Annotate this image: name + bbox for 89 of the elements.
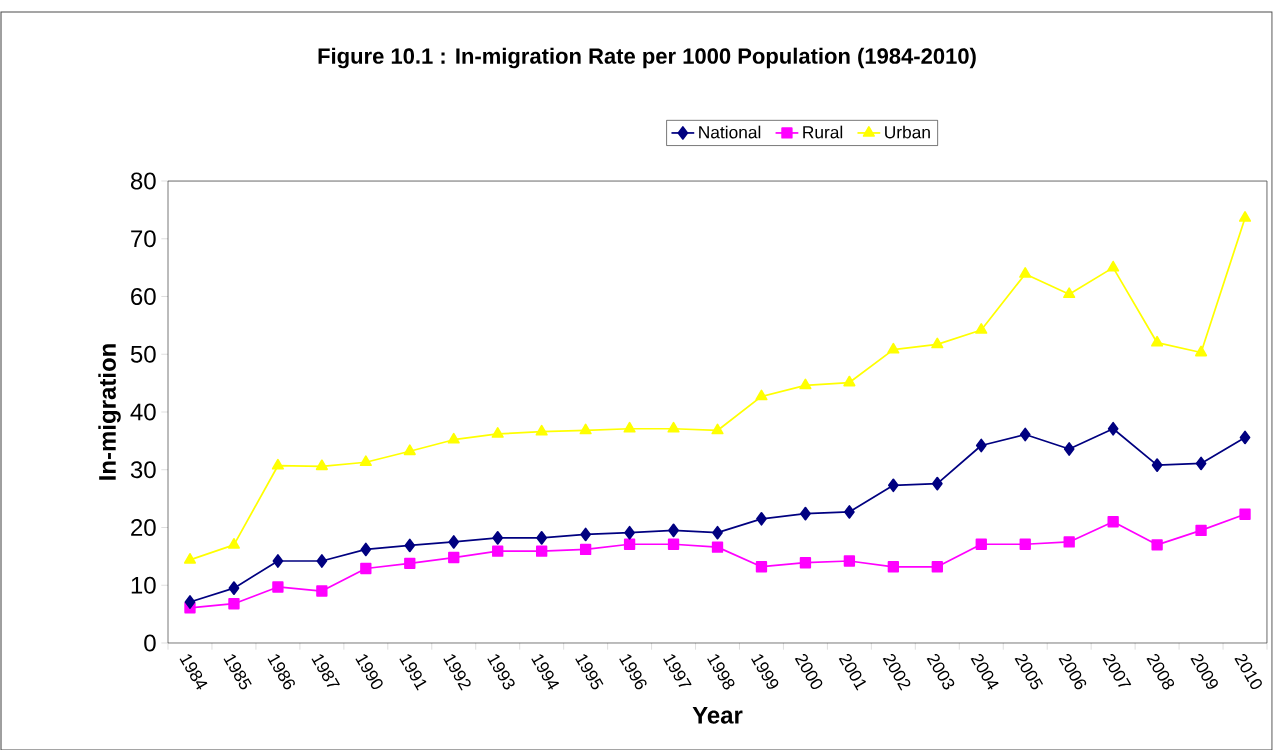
point [1107,516,1119,528]
legend-label: National [699,125,761,139]
point [448,551,460,564]
point [799,378,812,390]
point [447,432,460,444]
point [931,337,944,349]
y-tick-label: 20 [131,518,156,536]
point [623,421,636,433]
y-tick-label: 50 [130,345,156,363]
point [931,561,943,573]
point [1195,456,1207,471]
point [712,525,723,540]
point [1151,539,1163,551]
point [316,585,328,597]
point [711,423,724,435]
point [843,555,856,567]
point [975,438,987,453]
y-tick-label: 30 [130,461,156,479]
point [1019,538,1031,550]
point [315,459,328,471]
y-tick-label: 60 [131,287,156,305]
point [800,506,811,521]
point [228,598,240,610]
point [1195,524,1207,537]
point [184,595,196,609]
point [1063,442,1075,456]
point [755,561,768,573]
point [272,581,284,593]
point [975,538,987,550]
legend-label: Rural [803,125,843,139]
point [624,525,635,540]
point [711,541,724,553]
point [1063,287,1076,299]
point [887,478,899,493]
point [536,545,548,557]
point [492,545,504,557]
x-axis-title: Year [692,706,743,724]
point [667,538,680,550]
point [360,562,372,575]
point [272,554,284,568]
y-tick-label: 80 [130,172,156,190]
point [1195,345,1208,357]
point [1019,427,1031,442]
y-tick-label: 0 [144,634,156,652]
point [448,535,460,549]
point [1239,430,1251,445]
point [404,557,416,569]
point [1107,421,1119,436]
point [536,531,548,545]
point [1107,260,1120,272]
point [755,389,768,401]
y-tick-label: 70 [131,230,156,248]
point [667,421,680,433]
point [668,523,679,538]
point [799,557,812,569]
point [579,423,592,435]
point [1151,458,1163,472]
point [580,527,591,542]
point [492,531,504,545]
point [183,552,197,564]
point [271,458,284,470]
point [1063,536,1075,548]
point [931,476,943,491]
point [579,543,592,556]
point [1239,508,1251,520]
y-tick-label: 10 [131,576,156,594]
chart-title: Figure 10.1 : In-migration Rate per 1000 Population (1984-2010) [318,47,976,69]
point [227,537,241,549]
point [535,424,548,436]
point [623,538,636,550]
point [887,342,900,354]
point [491,427,504,438]
point [843,375,856,387]
point [404,538,416,553]
point [403,444,416,456]
legend-label: Urban [885,125,930,139]
point [887,561,900,573]
y-tick-label: 40 [130,403,156,421]
y-axis-title: In-migration [98,344,121,480]
point [1019,267,1032,278]
point [756,511,767,526]
point [359,455,372,467]
point [316,554,328,568]
point [228,581,240,595]
point [1151,335,1164,347]
point [844,505,855,519]
point [360,542,372,557]
point [975,323,988,334]
point [1238,211,1252,222]
